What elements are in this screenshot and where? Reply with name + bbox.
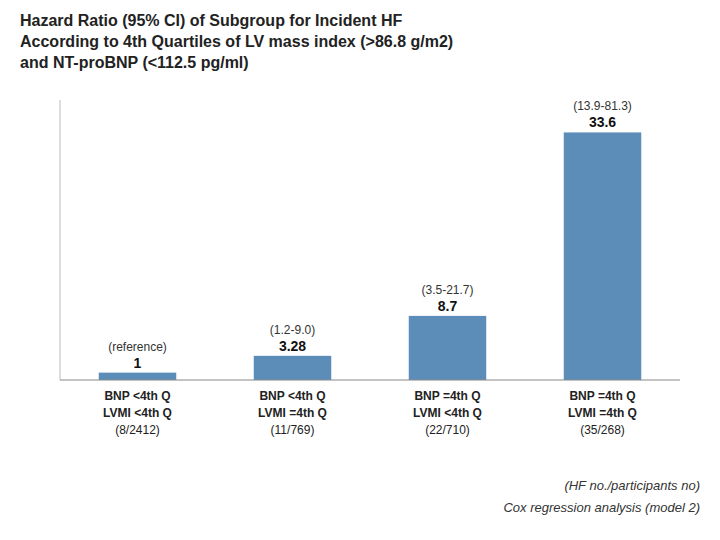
bar (564, 132, 642, 380)
ci-label: (1.2-9.0) (270, 323, 315, 337)
title: Hazard Ratio (95% CI) of Subgroup for In… (20, 12, 453, 71)
chart-container: Hazard Ratio (95% CI) of Subgroup for In… (0, 0, 720, 540)
data-label: 8.7 (438, 298, 458, 314)
bar (409, 316, 487, 380)
bar (254, 356, 332, 380)
footnote: (HF no./participants no) (564, 478, 700, 493)
ci-label: (13.9-81.3) (573, 99, 632, 113)
x-tick-label: BNP <4th QLVMI =4th Q(11/769) (258, 389, 327, 437)
x-tick-label: BNP <4th QLVMI <4th Q(8/2412) (103, 389, 172, 437)
bar (99, 373, 177, 380)
data-label: 1 (134, 355, 142, 371)
x-axis-line (60, 380, 680, 381)
ci-label: (reference) (108, 340, 167, 354)
bars (99, 132, 642, 380)
data-label: 33.6 (589, 114, 616, 130)
x-tick-label: BNP =4th QLVMI =4th Q(35/268) (568, 389, 637, 437)
y-axis-line (60, 100, 61, 380)
data-label: 3.28 (279, 338, 306, 354)
footnote: Cox regression analysis (model 2) (503, 500, 700, 515)
x-tick-label: BNP =4th QLVMI <4th Q(22/710) (413, 389, 482, 437)
ci-label: (3.5-21.7) (421, 283, 473, 297)
chart-svg: Hazard Ratio (95% CI) of Subgroup for In… (0, 0, 720, 540)
